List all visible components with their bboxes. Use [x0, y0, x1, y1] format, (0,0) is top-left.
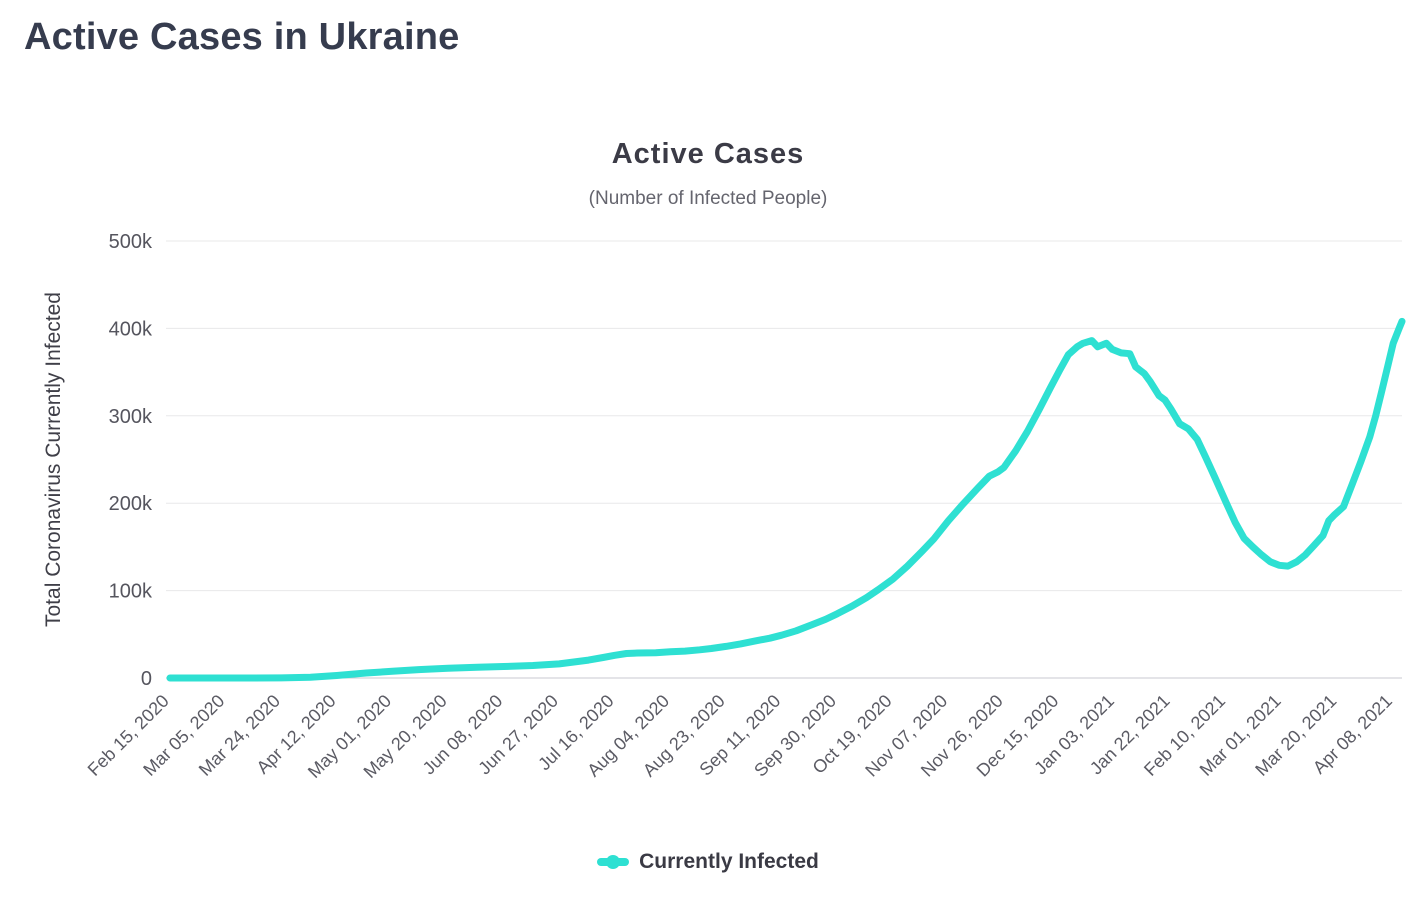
chart-title: Active Cases: [611, 138, 805, 170]
page-title: Active Cases in Ukraine: [24, 16, 460, 58]
legend-label: Currently Infected: [639, 850, 819, 873]
legend-item-currently-infected[interactable]: Currently Infected: [0, 850, 1416, 874]
svg-text:500k: 500k: [109, 231, 153, 253]
svg-text:400k: 400k: [109, 318, 153, 340]
legend-dot-icon: [606, 855, 621, 869]
svg-text:100k: 100k: [109, 581, 153, 603]
svg-text:0: 0: [141, 668, 152, 690]
svg-text:200k: 200k: [109, 493, 153, 515]
svg-text:Total Coronavirus Currently In: Total Coronavirus Currently Infected: [42, 292, 65, 627]
chart-subtitle: (Number of Infected People): [588, 188, 828, 209]
svg-text:300k: 300k: [109, 406, 153, 428]
legend-line-icon: [597, 855, 630, 869]
